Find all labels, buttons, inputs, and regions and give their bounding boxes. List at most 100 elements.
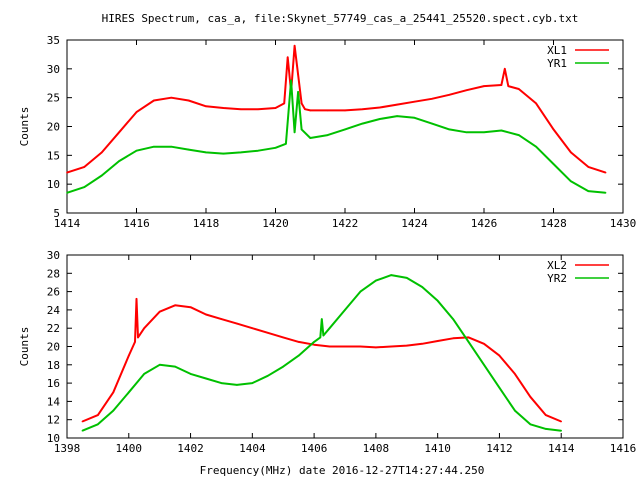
bottom-data-point-xl2 (545, 414, 547, 416)
bottom-series-line-yr2 (82, 274, 562, 432)
bottom-x-tick-label: 1400 (116, 442, 143, 455)
bottom-y-tick-label: 16 (47, 377, 60, 390)
bottom-data-point-xl2 (158, 310, 161, 313)
bottom-data-point-xl2 (267, 332, 269, 334)
top-data-point-xl1 (101, 151, 103, 154)
bottom-data-point-yr2 (267, 375, 269, 377)
top-y-tick-label: 35 (47, 34, 60, 47)
bottom-panel: 1398 1400 1402 1404 1406 1408 1410 1412 1414 1416… (18, 249, 636, 455)
legend-label-xl1: XL1 (547, 44, 567, 57)
bottom-data-point-xl2 (135, 298, 138, 300)
bottom-data-point-xl2 (406, 344, 408, 347)
bottom-x-tick-label: 1416 (610, 442, 637, 455)
bottom-data-point-yr2 (545, 428, 547, 430)
bottom-y-tick-label: 26 (47, 286, 60, 299)
bottom-data-point-yr2 (322, 334, 325, 337)
top-data-point-yr1 (205, 151, 207, 154)
top-data-point-yr1 (483, 131, 485, 134)
top-data-point-xl1 (431, 98, 433, 100)
bottom-data-point-yr2 (81, 429, 84, 432)
top-y-tick-label: 20 (47, 121, 60, 134)
bottom-data-point-xl2 (128, 354, 130, 357)
top-data-point-yr1 (326, 134, 329, 136)
bottom-data-point-yr2 (174, 365, 176, 368)
bottom-data-point-yr2 (498, 386, 501, 389)
bottom-y-tick-label: 20 (47, 341, 60, 354)
bottom-data-point-yr2 (220, 382, 223, 384)
bottom-y-tick-label: 18 (47, 359, 60, 372)
bottom-data-point-xl2 (467, 336, 470, 339)
bottom-data-point-xl2 (236, 322, 238, 325)
top-data-point-yr1 (344, 128, 346, 131)
bottom-data-point-yr2 (467, 341, 470, 343)
top-data-point-xl1 (66, 171, 68, 174)
bottom-data-point-yr2 (375, 279, 377, 282)
bottom-data-point-yr2 (205, 377, 207, 380)
top-data-point-yr1 (290, 79, 292, 82)
bottom-data-point-xl2 (560, 420, 562, 423)
top-data-point-xl1 (222, 107, 225, 109)
top-y-tick-label: 25 (47, 92, 60, 105)
bottom-data-point-yr2 (359, 290, 362, 293)
top-data-point-xl1 (170, 96, 173, 99)
top-data-point-xl1 (448, 94, 451, 96)
top-panel: 1414 1416 1418 1420 1422 1424 1426 1428 1430 5 10 1… (18, 34, 636, 230)
bottom-x-tick-label: 1404 (239, 442, 266, 455)
bottom-data-point-xl2 (390, 345, 393, 348)
bottom-data-point-yr2 (406, 277, 408, 279)
bottom-data-point-yr2 (321, 318, 323, 320)
top-data-point-yr1 (187, 148, 190, 151)
top-data-point-xl1 (326, 109, 329, 112)
top-data-point-yr1 (379, 118, 381, 120)
top-data-point-xl1 (153, 99, 155, 102)
top-data-point-yr1 (431, 122, 433, 125)
bottom-y-tick-label: 10 (47, 432, 60, 445)
top-data-point-xl1 (257, 108, 259, 110)
bottom-y-tick-label: 22 (47, 322, 60, 335)
bottom-data-point-xl2 (112, 391, 115, 394)
bottom-data-point-xl2 (220, 318, 223, 320)
bottom-data-point-yr2 (421, 286, 424, 288)
bottom-x-tick-label: 1408 (363, 442, 390, 455)
bottom-y-tick-label: 24 (47, 304, 61, 317)
bottom-data-point-yr2 (328, 327, 331, 330)
top-x-tick-label: 1416 (123, 217, 150, 230)
top-data-point-xl1 (570, 151, 572, 154)
top-series (66, 44, 607, 194)
bottom-data-point-yr2 (436, 300, 439, 302)
bottom-data-point-yr2 (251, 382, 254, 384)
bottom-data-point-yr2 (128, 391, 130, 394)
top-data-point-yr1 (222, 152, 225, 155)
bottom-data-point-yr2 (313, 341, 315, 343)
bottom-data-point-yr2 (560, 429, 562, 432)
top-data-point-yr1 (118, 160, 120, 162)
bottom-data-point-xl2 (297, 341, 300, 343)
bottom-data-point-yr2 (189, 373, 192, 375)
top-data-point-xl1 (205, 105, 207, 108)
bottom-x-tick-label: 1412 (486, 442, 513, 455)
bottom-x-tick-label: 1406 (301, 442, 328, 455)
bottom-x-tick-label: 1410 (424, 442, 451, 455)
top-y-tick-label: 30 (47, 63, 60, 76)
bottom-data-point-xl2 (81, 420, 84, 423)
bottom-data-point-xl2 (143, 327, 145, 330)
bottom-series-line-xl2 (82, 297, 562, 423)
bottom-data-point-yr2 (483, 364, 485, 366)
top-data-point-yr1 (153, 145, 155, 148)
x-axis-label: Frequency(MHz) date 2016-12-27T14:27:44.… (200, 464, 485, 477)
top-x-tick-label: 1418 (193, 217, 220, 230)
top-data-point-yr1 (285, 143, 287, 145)
top-data-point-xl1 (518, 88, 520, 90)
bottom-data-point-xl2 (282, 336, 285, 339)
top-data-point-xl1 (344, 109, 346, 112)
bottom-data-point-yr2 (529, 423, 532, 426)
bottom-y-tick-label: 12 (47, 414, 60, 427)
bottom-data-point-xl2 (529, 396, 532, 398)
bottom-data-point-xl2 (483, 343, 485, 345)
top-data-point-yr1 (240, 151, 242, 154)
top-data-point-xl1 (304, 108, 306, 110)
top-y-axis-label: Counts (18, 107, 31, 147)
bottom-data-point-xl2 (421, 343, 424, 345)
bottom-data-point-yr2 (452, 318, 454, 320)
